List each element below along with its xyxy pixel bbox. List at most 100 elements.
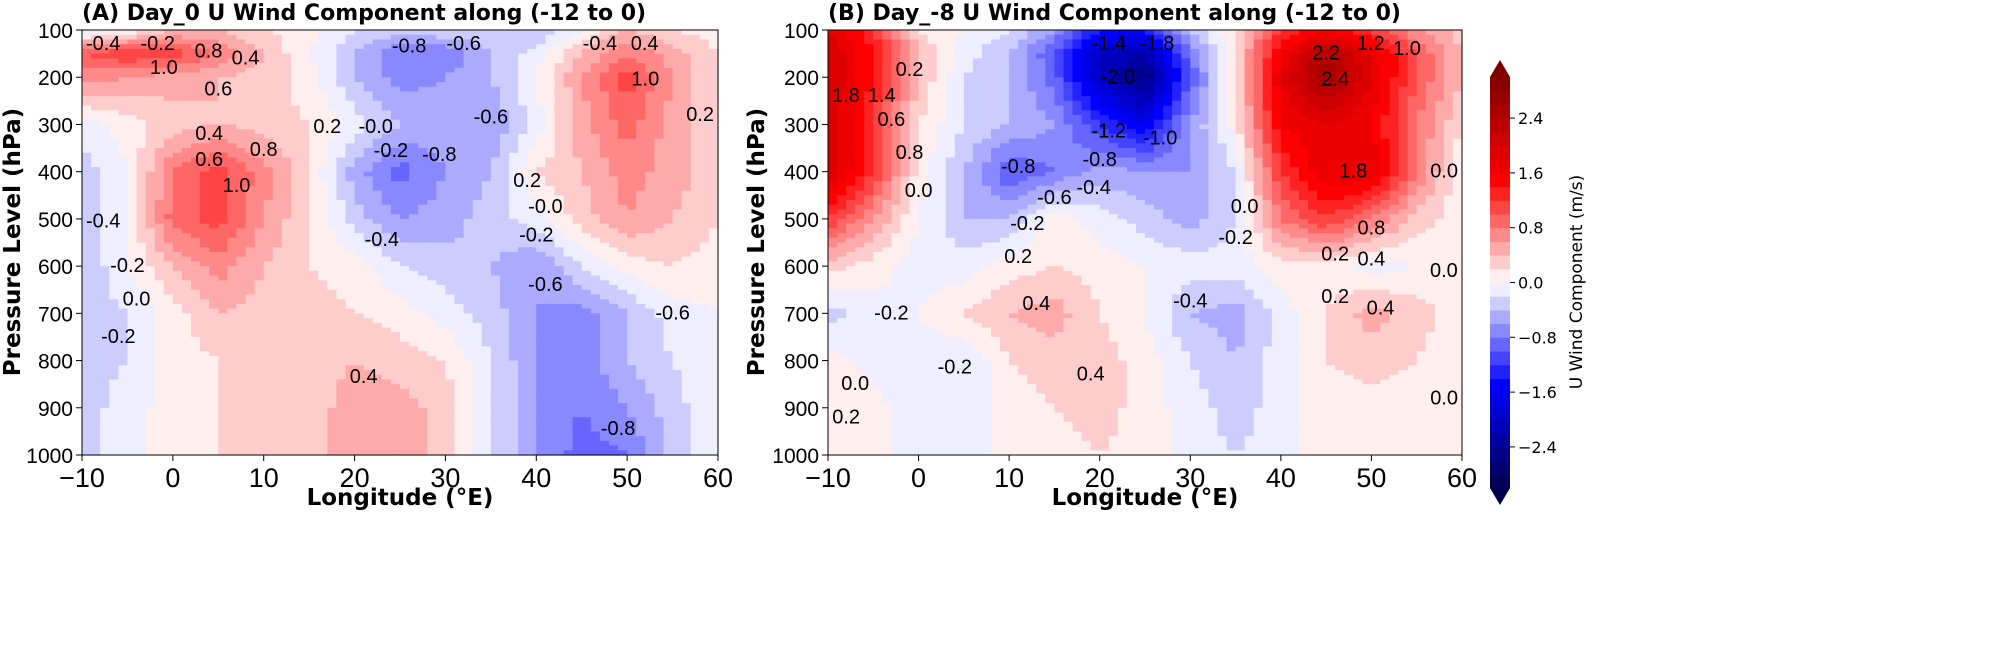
contour-cell: [109, 440, 119, 447]
contour-cell: [381, 39, 392, 45]
contour-cell: [581, 228, 592, 234]
contour-cell: [418, 63, 428, 69]
contour-cell: [418, 110, 428, 116]
contour-cell: [336, 200, 347, 206]
contour-cell: [563, 407, 574, 414]
contour-cell: [345, 374, 356, 381]
contour-cell: [563, 365, 574, 371]
contour-cell: [463, 299, 474, 305]
contour-cell: [345, 261, 356, 267]
contour-cell: [136, 450, 147, 456]
contour-cell: [82, 233, 92, 239]
contour-cell: [181, 86, 192, 92]
contour-cell: [236, 247, 247, 253]
contour-cell: [572, 100, 583, 107]
contour-cell: [400, 346, 410, 352]
contour-cell: [82, 129, 92, 135]
contour-cell: [127, 280, 138, 286]
contour-cell: [227, 119, 238, 126]
contour-cell: [245, 393, 256, 399]
contour-cell: [463, 412, 474, 418]
contour-cell: [509, 251, 519, 258]
contour-cell: [118, 105, 129, 111]
contour-cell: [390, 440, 401, 447]
contour-cell: [336, 72, 347, 78]
contour-cell: [436, 157, 447, 163]
contour-cell: [191, 77, 201, 83]
contour-cell: [418, 299, 428, 305]
contour-cell: [554, 336, 565, 343]
contour-cell: [581, 152, 592, 159]
contour-cell: [100, 266, 110, 272]
contour-cell: [172, 162, 183, 168]
contour-cell: [109, 365, 119, 371]
contour-cell: [454, 450, 465, 456]
contour-cell: [145, 30, 156, 36]
contour-cell: [145, 421, 156, 428]
contour-cell: [82, 313, 92, 319]
contour-cell: [554, 162, 565, 168]
contour-cell: [145, 190, 156, 196]
contour-cell: [227, 412, 238, 418]
contour-cell: [427, 119, 437, 126]
contour-cell: [527, 58, 537, 64]
contour-cell: [390, 129, 401, 135]
contour-cell: [463, 251, 474, 258]
contour-cell: [300, 388, 310, 395]
contour-cell: [436, 351, 447, 357]
contour-cell: [209, 365, 219, 371]
contour-cell: [390, 313, 401, 319]
contour-cell: [481, 228, 492, 234]
contour-cell: [363, 209, 374, 215]
contour-cell: [572, 218, 583, 225]
contour-cell: [499, 445, 510, 451]
contour-cell: [318, 86, 328, 92]
contour-cell: [390, 58, 401, 64]
contour-cell: [254, 86, 265, 92]
contour-cell: [209, 44, 219, 50]
contour-cell: [400, 374, 410, 381]
contour-cell: [400, 58, 410, 64]
contour-cell: [109, 247, 119, 253]
contour-cell: [363, 355, 374, 362]
contour-cell: [563, 44, 574, 50]
contour-cell: [499, 322, 510, 329]
contour-cell: [118, 280, 129, 286]
contour-cell: [409, 275, 419, 281]
contour-cell: [236, 336, 247, 343]
contour-cell: [200, 143, 210, 149]
contour-cell: [309, 294, 319, 300]
contour-cell: [418, 86, 428, 92]
contour-cell: [172, 407, 183, 414]
contour-cell: [172, 53, 183, 59]
contour-cell: [272, 407, 283, 414]
contour-cell: [109, 105, 119, 111]
contour-cell: [218, 72, 228, 78]
contour-cell: [100, 228, 110, 234]
contour-cell: [263, 313, 274, 319]
contour-cell: [418, 67, 428, 74]
contour-cell: [191, 91, 201, 97]
contour-cell: [200, 233, 210, 239]
contour-cell: [345, 148, 356, 154]
contour-cell: [172, 322, 183, 329]
contour-cell: [281, 129, 292, 135]
contour-cell: [272, 374, 283, 381]
contour-cell: [418, 351, 428, 357]
contour-cell: [136, 417, 147, 423]
contour-cell: [418, 421, 428, 428]
contour-cell: [354, 129, 365, 135]
contour-cell: [109, 228, 119, 234]
contour-cell: [400, 67, 410, 74]
contour-cell: [236, 308, 247, 314]
contour-cell: [472, 261, 483, 267]
contour-cell: [290, 152, 301, 159]
contour-cell: [518, 388, 528, 395]
contour-cell: [527, 143, 537, 149]
contour-cell: [499, 138, 510, 144]
contour-cell: [254, 39, 265, 45]
contour-cell: [145, 403, 156, 409]
contour-cell: [472, 313, 483, 319]
contour-cell: [254, 218, 265, 225]
contour-cell: [236, 346, 247, 352]
